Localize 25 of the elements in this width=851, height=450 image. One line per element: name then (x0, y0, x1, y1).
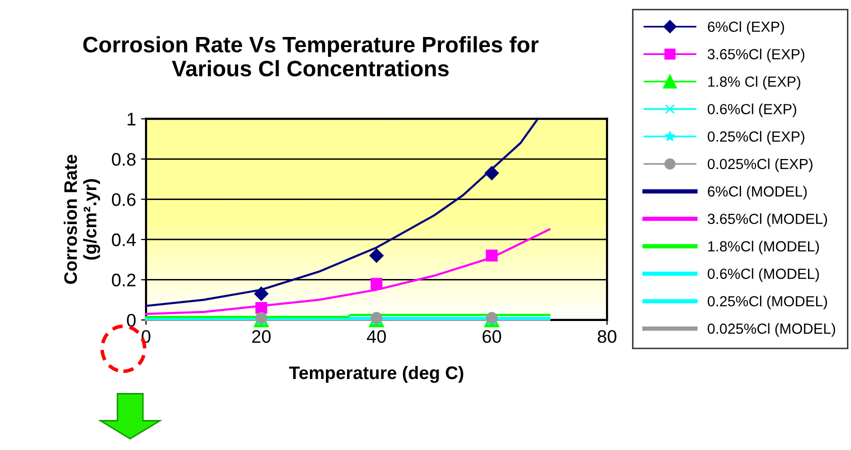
chart-title: Corrosion Rate Vs Temperature Profiles for Various Cl Concentrations (83, 36, 539, 76)
legend-label: 0.25%Cl (EXP) (708, 131, 804, 145)
legend-label: 1.8% Cl (EXP) (708, 76, 800, 90)
x-tick-label: 20 (252, 330, 271, 343)
legend-label: 6%Cl (EXP) (708, 21, 784, 35)
y-tick-label: 1 (128, 112, 136, 126)
x-tick-label: 60 (482, 330, 502, 343)
x-axis-title: Temperature (deg C) (289, 366, 464, 383)
legend-label: 6%Cl (MODEL) (708, 186, 807, 200)
y-tick-label: 0.6 (112, 193, 136, 206)
y-axis-title: Corrosion Rate (g/cm².yr) (64, 154, 100, 284)
x-tick-label: 80 (598, 330, 616, 343)
y-tick-label: 0.2 (112, 274, 136, 286)
y-tick-label: 0 (126, 314, 136, 327)
legend-label: 3.65%Cl (MODEL) (708, 213, 827, 227)
legend-label: 0.025%Cl (MODEL) (708, 323, 836, 337)
y-tick-label: 0.4 (112, 233, 136, 246)
legend-label: 0.6%Cl (MODEL) (708, 268, 819, 282)
legend-label: 0.25%Cl (MODEL) (708, 296, 827, 310)
y-tick-label: 0.8 (112, 152, 136, 166)
legend-label: 1.8%Cl (MODEL) (708, 240, 819, 254)
legend-label: 3.65%Cl (EXP) (708, 48, 804, 62)
legend-label: 0.6%Cl (EXP) (708, 104, 796, 118)
x-tick-label: 40 (366, 330, 386, 343)
legend-label: 0.025%Cl (EXP) (708, 158, 812, 172)
